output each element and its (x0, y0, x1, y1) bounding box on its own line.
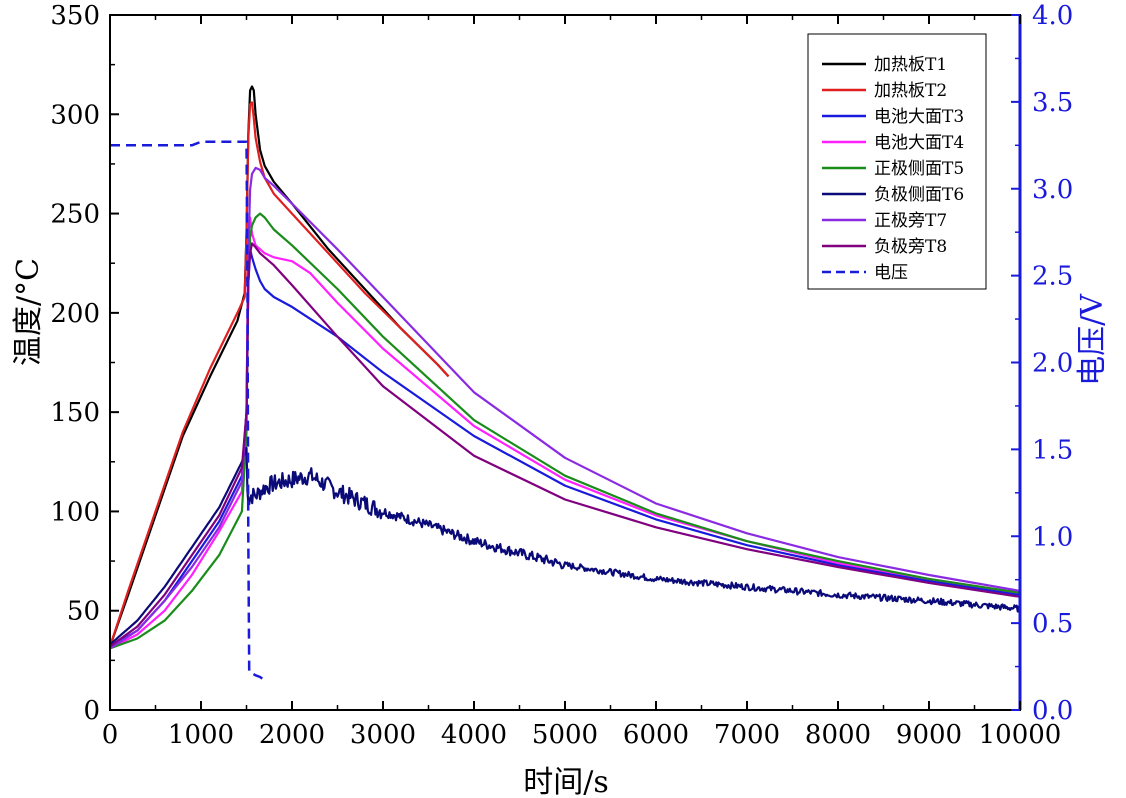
y-tick-label: 150 (50, 398, 100, 428)
y2-tick-label: 2.5 (1032, 262, 1073, 292)
y2-axis-title: 电压/V (1075, 293, 1110, 386)
y2-tick-label: 3.5 (1032, 88, 1073, 118)
x-tick-label: 8000 (805, 720, 871, 750)
legend-label: 正极侧面T5 (874, 159, 964, 179)
legend-label: 负极侧面T6 (874, 185, 964, 205)
y2-tick-label: 1.0 (1032, 522, 1073, 552)
x-tick-label: 0 (102, 720, 119, 750)
y2-tick-label: 0.5 (1032, 609, 1073, 639)
axis-ticks: 0 1000 2000 3000 4000 5000 6000 7000 8000 9000 100… (50, 1, 1073, 750)
y2-tick-label: 2.0 (1032, 349, 1073, 379)
legend-label: 电压 (874, 263, 908, 283)
x-tick-label: 7000 (714, 720, 780, 750)
legend: 加热板T1 加热板T2 电池大面T3 电池大面T4 正极侧面T5 负极侧面T6 正极旁T7 负… (807, 33, 987, 290)
series-line-1 (108, 85, 450, 647)
y2-tick-label: 3.0 (1032, 175, 1073, 205)
y-tick-label: 200 (50, 299, 100, 329)
series-line-3 (109, 248, 1021, 648)
y-tick-label: 350 (50, 1, 100, 31)
y-tick-label: 100 (50, 497, 100, 527)
x-tick-label: 3000 (350, 720, 416, 750)
y-tick-label: 50 (67, 597, 100, 627)
x-tick-label: 1000 (168, 720, 234, 750)
x-tick-label: 9000 (896, 720, 962, 750)
x-tick-label: 10000 (979, 720, 1062, 750)
series-line-6 (109, 446, 1021, 646)
legend-label: 加热板T2 (874, 81, 947, 101)
series-line-2 (108, 101, 450, 647)
series-line-9 (110, 140, 266, 682)
x-axis-title: 时间/s (523, 765, 609, 798)
legend-label: 加热板T1 (874, 55, 947, 75)
y2-tick-label: 0.0 (1032, 696, 1073, 726)
series-line-8 (109, 242, 1021, 648)
y-axis-title: 温度/°C (11, 258, 46, 366)
y-tick-label: 0 (83, 696, 100, 726)
series-line-5 (109, 212, 1021, 650)
legend-label: 正极旁T7 (874, 211, 947, 231)
legend-label: 负极旁T8 (874, 237, 947, 257)
legend-label: 电池大面T3 (874, 107, 964, 127)
y-tick-label: 300 (50, 100, 100, 130)
x-tick-label: 5000 (532, 720, 598, 750)
legend-label: 电池大面T4 (874, 133, 964, 153)
x-tick-label: 2000 (259, 720, 325, 750)
plot-lines (108, 85, 1021, 682)
series-line-7 (109, 166, 1021, 650)
y2-tick-label: 4.0 (1032, 1, 1073, 31)
series-line-4 (109, 216, 1021, 650)
y-tick-label: 250 (50, 200, 100, 230)
x-tick-label: 4000 (441, 720, 507, 750)
y2-tick-label: 1.5 (1032, 435, 1073, 465)
x-tick-label: 6000 (623, 720, 689, 750)
